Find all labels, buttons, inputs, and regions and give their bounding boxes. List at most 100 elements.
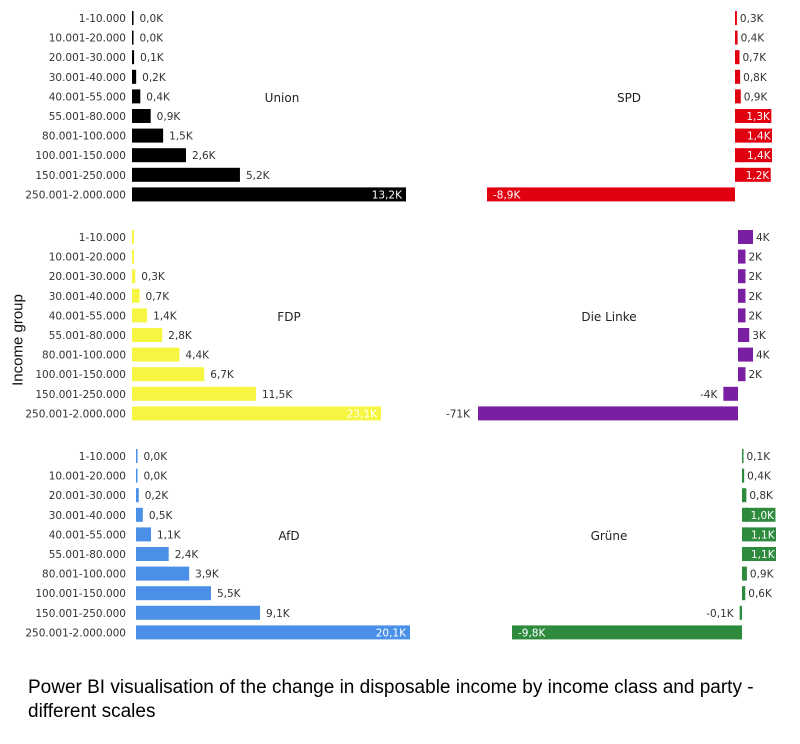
data-label: 0,7K	[743, 52, 768, 64]
data-label: 2K	[749, 369, 764, 381]
chart-svg: 1-10.000 10.001-20.000 20.001-30.000 30.001…	[25, 11, 776, 640]
data-label-bg	[740, 167, 771, 182]
bar-die-linke	[478, 406, 738, 421]
bar-union	[132, 128, 164, 143]
bar-spd	[735, 69, 741, 84]
data-label: 1,1K	[751, 549, 776, 561]
data-label: 1,0K	[750, 510, 775, 522]
bar-grüne	[742, 468, 745, 483]
bar-die-linke	[738, 308, 746, 323]
data-label: 4K	[756, 232, 771, 244]
category-label: 80.001-100.000	[42, 350, 126, 362]
data-label: 2,4K	[175, 549, 200, 561]
data-label: 0,9K	[744, 91, 769, 103]
category-label: 55.001-80.000	[49, 549, 126, 561]
bar-union	[132, 30, 134, 45]
bar-die-linke	[738, 230, 753, 244]
bar-die-linke	[738, 347, 753, 362]
category-label: 40.001-55.000	[49, 310, 126, 322]
category-label: 250.001-2.000.000	[25, 627, 126, 639]
data-label: 2,8K	[168, 330, 193, 342]
bar-union	[132, 69, 137, 84]
bar-union	[132, 187, 406, 202]
data-label: 1,1K	[751, 529, 776, 541]
data-label: 0,0K	[144, 451, 169, 463]
bar-die-linke	[738, 269, 746, 284]
data-label: 1,4K	[747, 131, 772, 143]
data-label: 2K	[749, 291, 764, 303]
data-label: 9,1K	[266, 608, 291, 620]
data-label: 4K	[756, 350, 771, 362]
data-label: 0,1K	[140, 52, 165, 64]
data-label: 3,9K	[195, 569, 220, 581]
data-label: 0,4K	[747, 471, 772, 483]
bar-grüne	[742, 527, 748, 542]
category-label: 10.001-20.000	[49, 33, 126, 45]
bar-die-linke	[738, 249, 746, 264]
panel-title: Grüne	[591, 529, 628, 543]
bar-spd	[735, 128, 744, 143]
data-label: 5,5K	[217, 588, 242, 600]
bar-grüne	[742, 566, 747, 581]
panel-title: FDP	[277, 310, 300, 324]
data-label: 2,6K	[192, 150, 217, 162]
category-label: 55.001-80.000	[49, 330, 126, 342]
bar-die-linke	[723, 386, 738, 401]
category-label: 150.001-250.000	[35, 389, 126, 401]
bar-union	[132, 50, 135, 65]
data-label-bg	[741, 109, 772, 123]
category-label: 55.001-80.000	[49, 111, 126, 123]
bar-spd	[735, 148, 744, 163]
category-label: 20.001-30.000	[49, 52, 126, 64]
bar-spd	[735, 11, 737, 25]
category-label: 100.001-150.000	[35, 150, 126, 162]
data-label: 11,5K	[262, 389, 293, 401]
data-label: 0,5K	[149, 510, 174, 522]
bar-afd	[136, 488, 139, 503]
bar-afd	[136, 625, 410, 640]
data-label: 0,6K	[748, 588, 773, 600]
data-label: 0,4K	[741, 33, 766, 45]
data-label: -4K	[700, 389, 718, 401]
bar-union	[132, 11, 134, 25]
bar-die-linke	[738, 288, 746, 303]
data-label: 2K	[749, 271, 764, 283]
bar-die-linke	[738, 367, 746, 382]
category-label: 40.001-55.000	[49, 529, 126, 541]
category-label: 1-10.000	[79, 451, 126, 463]
data-label-bg	[742, 148, 772, 163]
category-label: 30.001-40.000	[49, 72, 126, 84]
category-label: 1-10.000	[79, 13, 126, 25]
data-label: 23,1K	[347, 408, 378, 420]
bar-die-linke	[738, 328, 750, 342]
data-label: 0,8K	[743, 72, 768, 84]
data-label: 13,2K	[372, 189, 403, 201]
bar-fdp	[132, 249, 134, 264]
bar-afd	[136, 586, 211, 601]
category-label: 20.001-30.000	[49, 271, 126, 283]
bar-spd	[735, 30, 738, 45]
data-label: 1,4K	[153, 310, 178, 322]
category-label: 10.001-20.000	[49, 471, 126, 483]
data-label-bg	[745, 507, 776, 522]
category-label: 250.001-2.000.000	[25, 408, 126, 420]
data-label: 0,9K	[750, 569, 775, 581]
category-label: 30.001-40.000	[49, 291, 126, 303]
bar-grüne	[742, 586, 746, 601]
data-label: 0,9K	[157, 111, 182, 123]
bar-fdp	[132, 328, 163, 342]
bar-grüne	[742, 547, 748, 561]
data-label: 0,4K	[146, 91, 171, 103]
bar-grüne	[512, 625, 742, 640]
data-label: 0,2K	[142, 72, 167, 84]
category-label: 150.001-250.000	[35, 170, 126, 182]
bar-spd	[735, 109, 744, 123]
bar-fdp	[132, 406, 381, 421]
data-label: 0,3K	[141, 271, 166, 283]
data-label: 0,2K	[145, 490, 170, 502]
bar-afd	[136, 507, 143, 522]
bar-fdp	[132, 308, 148, 323]
bar-fdp	[132, 347, 180, 362]
data-label: 1,4K	[747, 150, 772, 162]
panel-title: Die Linke	[581, 310, 636, 324]
